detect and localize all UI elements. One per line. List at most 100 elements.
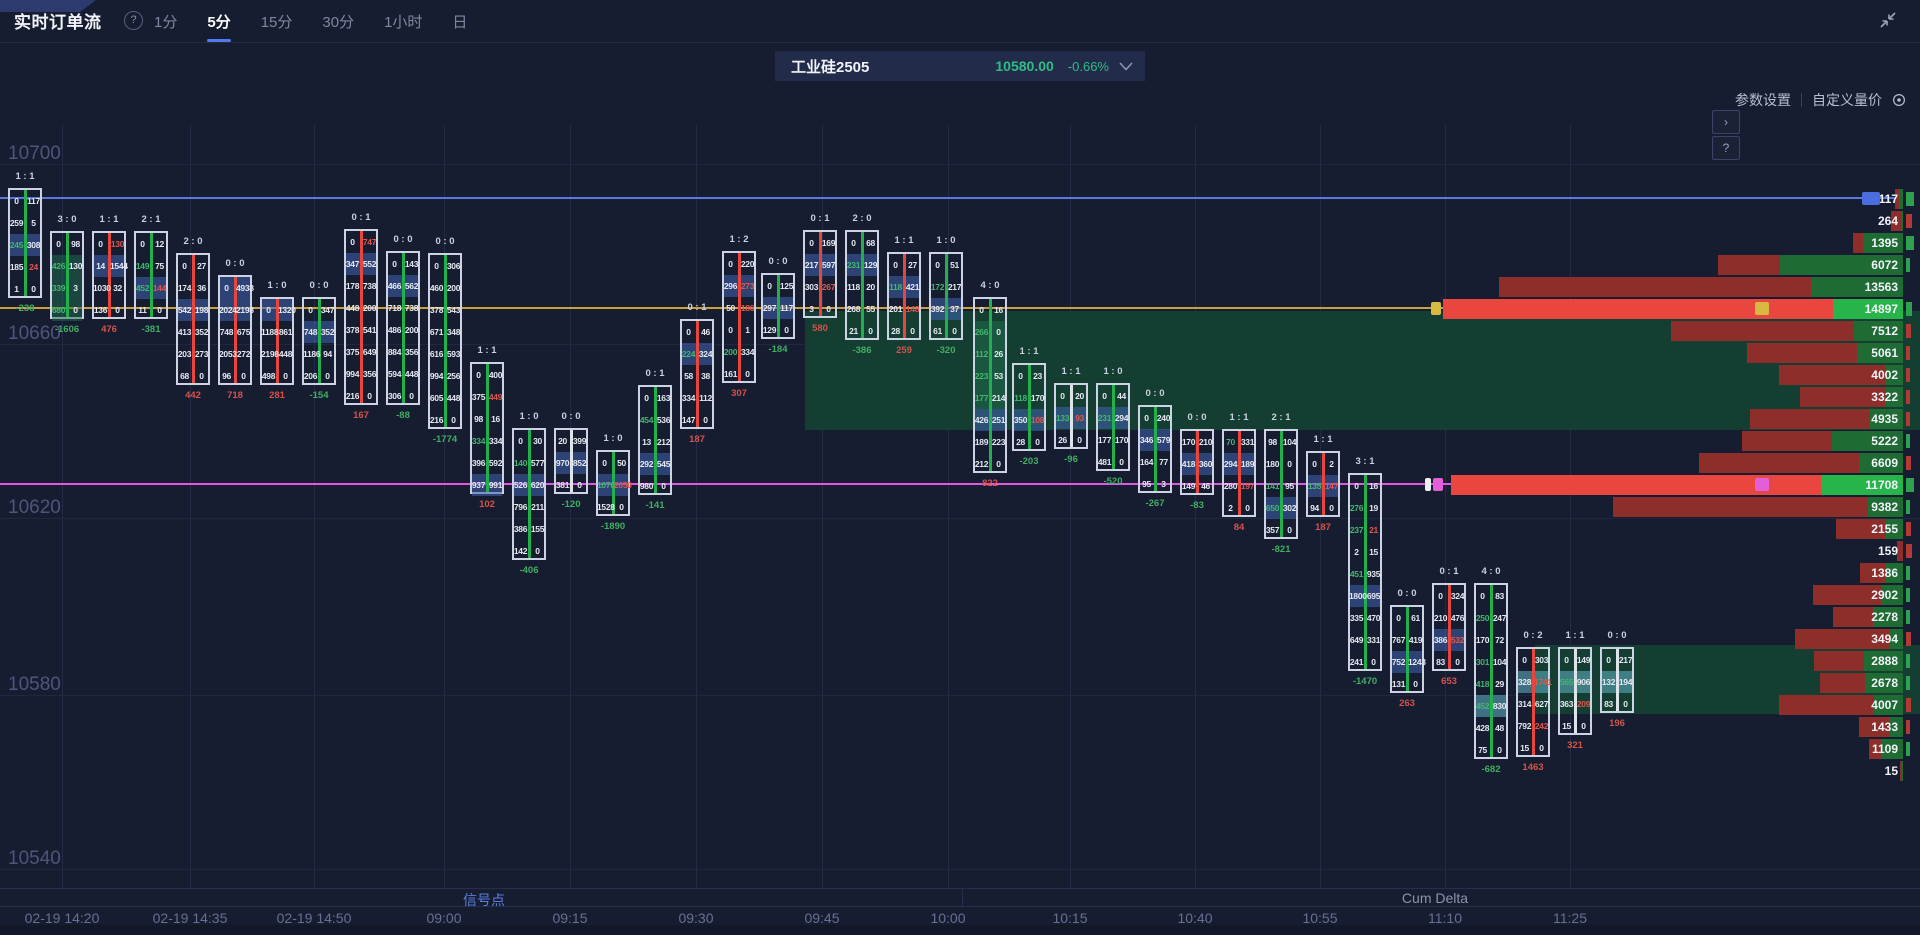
bid-volume-cell: 135 [1307,481,1322,491]
collapse-icon[interactable] [1878,10,1898,30]
ask-volume-cell: 579 [1156,435,1171,445]
ask-volume-cell: 48 [1495,723,1504,733]
signal-points-label[interactable]: 信号点 [463,892,505,908]
bid-volume-cell: 498 [261,371,276,381]
cum-delta-label[interactable]: Cum Delta [1401,890,1469,906]
candle-body-line [1322,453,1325,515]
bid-volume-cell: 363 [1559,699,1574,709]
candle-box: 0 23 118 170 350 108 28 0 [1012,363,1046,451]
ask-volume-cell: 592 [488,458,503,468]
tab-15分[interactable]: 15分 [260,13,293,31]
ask-volume-cell: 148 [905,304,920,314]
candle-box: 0 306 460 200 378 543 671 348 616 593 994 256 605 448… [428,253,462,429]
profile-volume-value: 9382 [1871,500,1898,514]
ask-volume-cell: 0 [868,326,873,336]
ask-volume-cell: 68 [866,238,875,248]
ask-volume-cell: 0 [73,305,78,315]
tab-日[interactable]: 日 [452,13,468,31]
ask-volume-cell: 577 [530,458,545,468]
ask-volume-cell: 38 [701,371,710,381]
bid-volume-cell: 118 [847,282,860,292]
y-axis-label: 10700 [8,143,61,164]
poc-marker-pink [1433,478,1443,491]
candle-imbalance-label: 4 : 0 [1481,566,1501,577]
ask-volume-cell: 83 [1495,591,1504,601]
ask-volume-cell: 27 [908,260,917,270]
v-gridline [696,125,697,888]
ask-volume-cell: 44 [1117,391,1126,401]
bid-volume-cell: 136 [93,305,108,315]
bid-volume-cell: 2053 [219,349,237,359]
candle-imbalance-label: 1 : 2 [729,234,749,245]
orange-line-badge [1755,302,1769,315]
candle-box: 0 117 259 5 245 308 185 24 1 0 [8,188,42,298]
ask-volume-cell: 117 [27,196,40,206]
bid-volume-cell: 994 [429,371,444,381]
expand-panel-button[interactable]: › [1712,110,1740,134]
profile-volume-value: 2678 [1871,676,1898,690]
bid-volume-cell: 95 [1142,479,1151,489]
bid-volume-cell: 452 [1475,701,1490,711]
candle-delta-value: 321 [1567,740,1583,751]
candle-delta-value: -320 [936,345,956,356]
tab-1分[interactable]: 1分 [154,13,178,31]
bid-volume-cell: 189 [974,437,989,447]
ask-volume-cell: 125 [779,281,794,291]
bid-volume-cell: 223 [974,371,989,381]
help-icon[interactable]: ? [124,11,143,30]
custom-volume-price-link[interactable]: 自定义量价 [1812,92,1882,108]
poc-marker-yellow [1431,302,1441,315]
footer-separator-top [0,888,1920,889]
y-axis-label: 10620 [8,497,61,518]
candle-box: 0 143 466 562 718 738 486 200 884 356 594 448 306 0 [386,251,420,405]
ask-volume-cell: 399 [572,436,587,446]
ask-volume-cell: 112 [699,393,712,403]
candle-body-line [444,255,447,427]
bid-volume-cell: 250 [1475,613,1490,623]
candle-body-line [1238,431,1241,515]
bid-volume-cell: 83 [1436,657,1445,667]
bid-volume-cell: 0 [1354,481,1359,491]
ask-volume-cell: 0 [1623,699,1628,709]
ask-volume-cell: 331 [1240,437,1255,447]
tab-1小时[interactable]: 1小时 [384,13,423,31]
profile-volume-value: 2888 [1871,654,1898,668]
panel-help-button[interactable]: ? [1712,136,1740,160]
candle-delta-value: -386 [852,345,872,356]
instrument-selector[interactable]: 工业硅2505 10580.00 -0.66% [775,51,1145,81]
x-axis-label: 02-19 14:35 [152,910,228,926]
bid-volume-cell: 292 [639,459,654,469]
candle-delta-value: -520 [1103,476,1123,487]
profile-buy-bar [1864,651,1903,671]
settings-link[interactable]: 参数设置 [1735,92,1791,108]
candle-imbalance-label: 1 : 0 [519,411,539,422]
ask-volume-cell: 400 [488,370,503,380]
ask-volume-cell: 0 [1035,437,1040,447]
ask-volume-cell: 163 [656,393,671,403]
candle-imbalance-label: 2 : 0 [852,213,872,224]
candle-imbalance-label: 0 : 0 [393,234,413,245]
tab-30分[interactable]: 30分 [322,13,355,31]
bid-volume-cell: 0 [434,261,439,271]
bid-volume-cell: 94 [1310,503,1319,513]
ask-volume-cell: 77 [1159,457,1168,467]
ask-volume-cell: 273 [740,281,755,291]
candle-delta-value: 307 [731,388,747,399]
ask-volume-cell: 695 [1366,591,1381,601]
v-gridline [1445,125,1446,888]
ask-volume-cell: 46 [1201,481,1210,491]
y-axis-label: 10660 [8,323,61,344]
ask-volume-cell: 20 [866,282,875,292]
eye-toggle-icon[interactable] [1892,93,1906,107]
bid-volume-cell: 0 [686,327,691,337]
profile-edge-strip [1906,632,1911,646]
bid-volume-cell: 296 [723,281,738,291]
candle-box: 70 331 294 189 280 197 2 0 [1222,429,1256,517]
profile-buy-bar [1881,739,1903,759]
bid-volume-cell: 276 [1349,503,1364,513]
bid-volume-cell: 970 [555,458,570,468]
tab-5分[interactable]: 5分 [205,7,232,42]
x-axis-label: 09:45 [804,910,840,926]
bid-volume-cell: 0 [56,239,61,249]
